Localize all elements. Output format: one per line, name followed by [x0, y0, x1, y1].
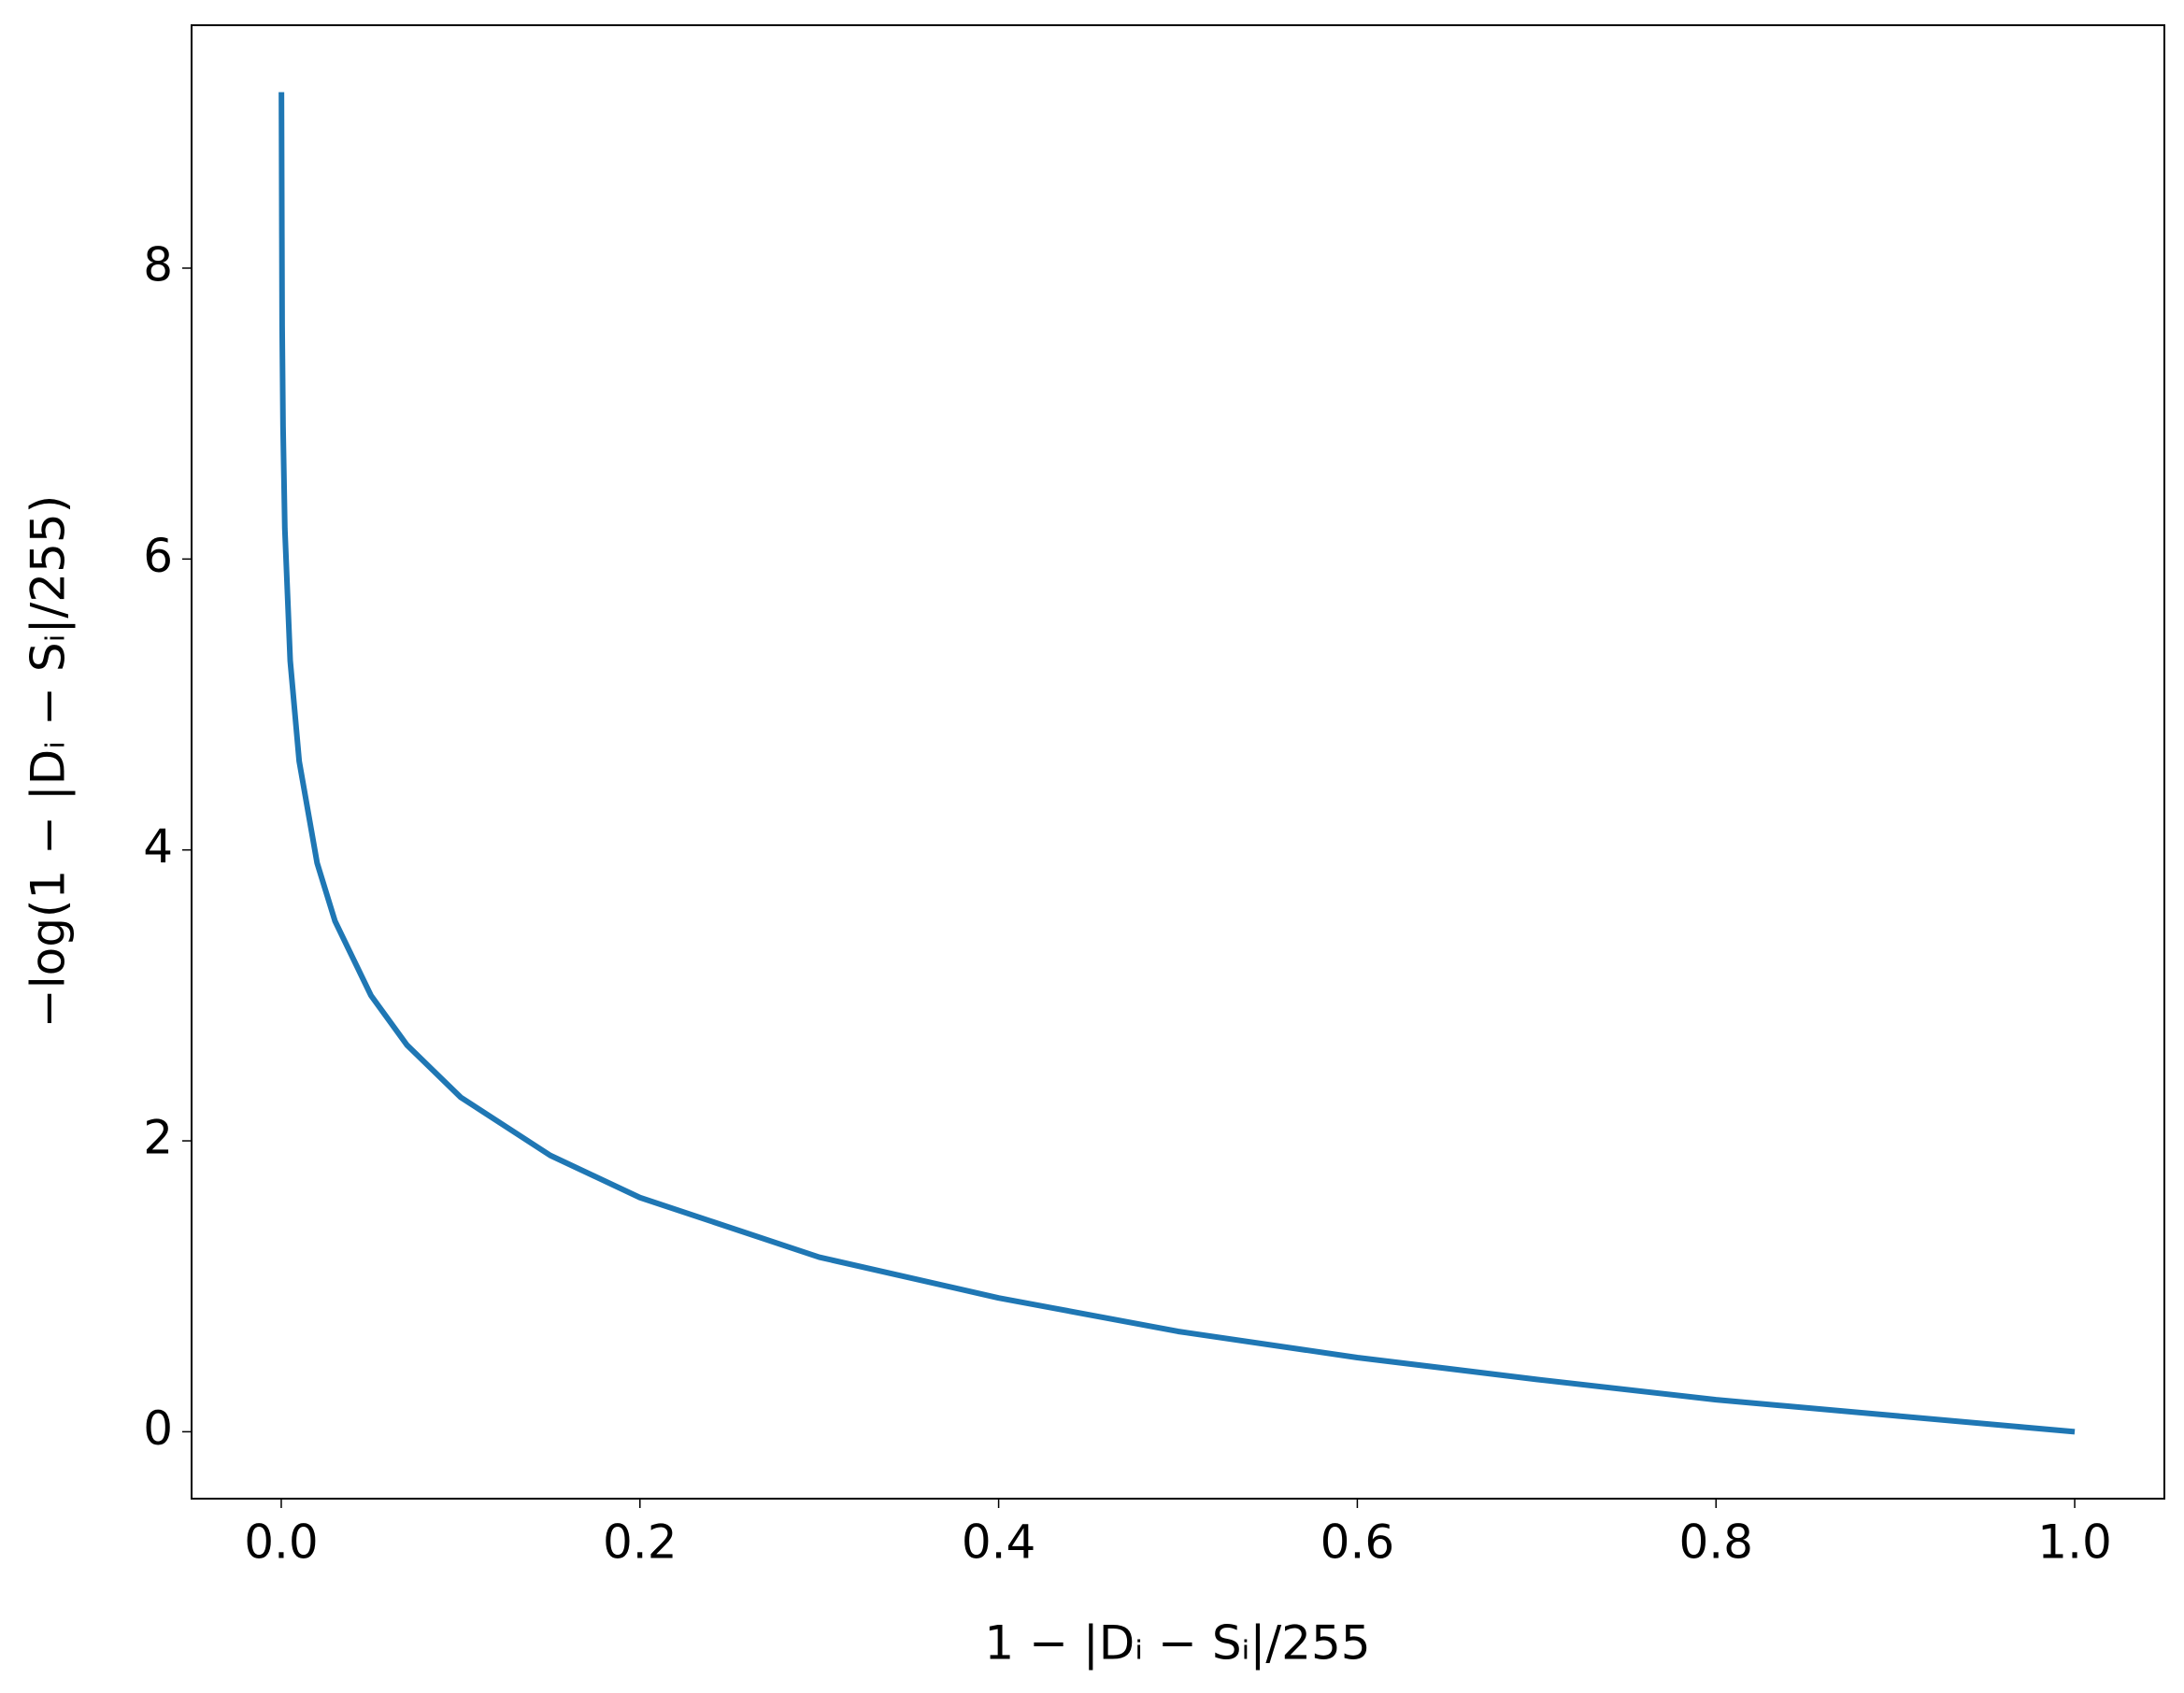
x-axis-label: 1 − |Dᵢ − Sᵢ|/255: [984, 1616, 1370, 1671]
y-tick-label: 4: [143, 819, 173, 874]
x-tick-label: 0.8: [1678, 1515, 1753, 1570]
x-tick-label: 0.4: [962, 1515, 1036, 1570]
x-tick-label: 1.0: [2037, 1515, 2112, 1570]
x-tick-label: 0.6: [1320, 1515, 1395, 1570]
y-tick-label: 6: [143, 529, 173, 583]
y-axis-label: −log(1 − |Dᵢ − Sᵢ|/255): [21, 495, 76, 1028]
x-tick-label: 0.0: [244, 1515, 319, 1570]
y-tick-label: 0: [143, 1401, 173, 1456]
y-tick-label: 8: [143, 237, 173, 292]
data-line: [278, 92, 2076, 1435]
y-tick-label: 2: [143, 1111, 173, 1165]
x-tick-label: 0.2: [603, 1515, 678, 1570]
plot-frame: [191, 24, 2165, 1500]
